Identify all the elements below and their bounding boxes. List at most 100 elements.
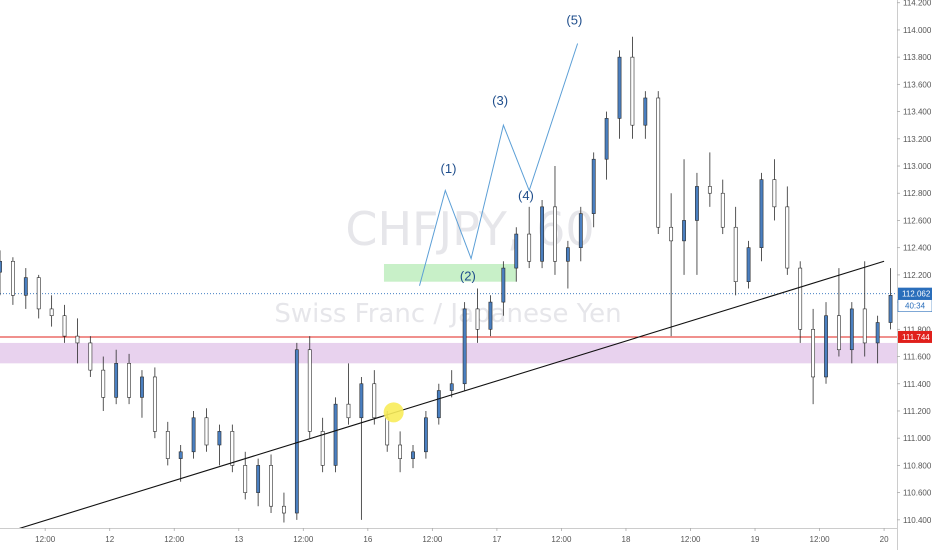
demand-zone [0, 342, 897, 364]
candle [282, 492, 286, 523]
bear-candle-body [230, 431, 235, 466]
bear-candle-body [862, 308, 867, 344]
candle [824, 302, 828, 384]
bear-candle-body [307, 349, 312, 432]
bull-candle-body [178, 451, 183, 459]
level-price-label: 111.744 [902, 333, 930, 342]
bear-candle-body [152, 376, 157, 432]
price-axis-background [897, 0, 932, 550]
bull-candle-body [565, 247, 570, 262]
x-tick-label: 12:00 [35, 535, 56, 544]
bear-candle-body [772, 179, 777, 208]
candle [798, 261, 803, 343]
bull-candle-body [488, 301, 493, 330]
elliott-wave-path [419, 43, 579, 286]
bear-candle-body [204, 417, 209, 446]
x-tick-label: 19 [751, 535, 760, 544]
candle [101, 356, 106, 411]
candle [23, 268, 28, 309]
wave-label: (2) [460, 268, 476, 283]
drawings-layer[interactable]: (1) (2) (3) (4) (5) [0, 12, 885, 550]
candle [604, 111, 609, 180]
current-price-tag [898, 287, 932, 300]
candle [36, 274, 41, 319]
bear-candle-body [372, 383, 377, 419]
x-tick-label: 16 [363, 535, 372, 544]
bear-candle-body [733, 226, 738, 282]
candle [837, 268, 841, 357]
y-tick-label: 113.800 [903, 53, 932, 62]
bull-candle-body [591, 158, 596, 214]
target-box [383, 264, 517, 282]
bear-candle-body [346, 403, 351, 419]
candle [75, 318, 80, 364]
candle [88, 336, 93, 377]
y-tick-label: 114.000 [903, 26, 932, 35]
candle [733, 206, 738, 296]
bull-candle-body [140, 376, 144, 398]
candle [888, 268, 893, 330]
bull-candle-body [114, 363, 119, 398]
bear-candle-body [36, 277, 41, 310]
candle [591, 152, 596, 228]
y-tick-label: 111.000 [903, 434, 931, 443]
bull-candle-body [849, 308, 854, 351]
candles-layer [0, 36, 893, 523]
bear-candle-body [656, 97, 661, 228]
levels-layer [0, 293, 897, 338]
current-price-label: 112.062 [902, 290, 931, 299]
candle [875, 315, 880, 364]
x-tick-label: 20 [880, 535, 889, 544]
y-tick-label: 113.400 [903, 108, 932, 117]
bear-candle-body [269, 465, 273, 507]
y-tick-label: 110.400 [903, 516, 932, 525]
bear-candle-body [837, 315, 841, 351]
bull-candle-body [746, 247, 751, 282]
x-tick-label: 12:00 [422, 535, 443, 544]
candle [617, 50, 622, 139]
candle [772, 159, 777, 221]
candle [269, 454, 273, 514]
bull-candle-body [449, 383, 454, 391]
bull-candle-body [604, 118, 609, 160]
bear-candle-body [785, 206, 790, 269]
y-tick-label: 111.600 [903, 353, 931, 362]
candle [436, 383, 441, 425]
candle [62, 304, 67, 343]
x-tick-label: 12:00 [293, 535, 314, 544]
bull-candle-body [333, 403, 338, 466]
candle [256, 458, 261, 507]
bear-candle-body [320, 431, 325, 466]
instrument-watermark: Swiss Franc / Japanese Yen [274, 299, 621, 329]
y-tick-label: 113.000 [903, 162, 932, 171]
candle [759, 172, 764, 262]
candle [553, 166, 557, 275]
bear-candle-body [475, 308, 480, 330]
y-tick-label: 113.200 [903, 135, 932, 144]
y-tick-label: 112.600 [903, 216, 932, 225]
bull-candle-body [23, 277, 28, 296]
bull-candle-body [875, 322, 880, 344]
candle [411, 444, 415, 469]
candle [152, 367, 157, 439]
symbol-watermark: CHFJPY, 60 [345, 202, 594, 256]
countdown-label: 40:34 [905, 302, 926, 311]
candle [217, 424, 222, 466]
candle [114, 349, 119, 405]
bull-candle-body [578, 213, 583, 248]
countdown-tag [897, 299, 932, 312]
x-tick-label: 12:00 [680, 535, 701, 544]
bull-candle-body [888, 294, 893, 323]
candle [695, 172, 699, 275]
bull-candle-body [695, 186, 699, 221]
candle [191, 410, 196, 459]
bear-candle-body [398, 444, 403, 459]
bear-candle-body [101, 369, 106, 398]
wave-label: (1) [441, 161, 457, 176]
candle [49, 295, 54, 327]
bear-candle-body [88, 342, 93, 371]
candle [0, 250, 2, 296]
candle [630, 36, 635, 139]
